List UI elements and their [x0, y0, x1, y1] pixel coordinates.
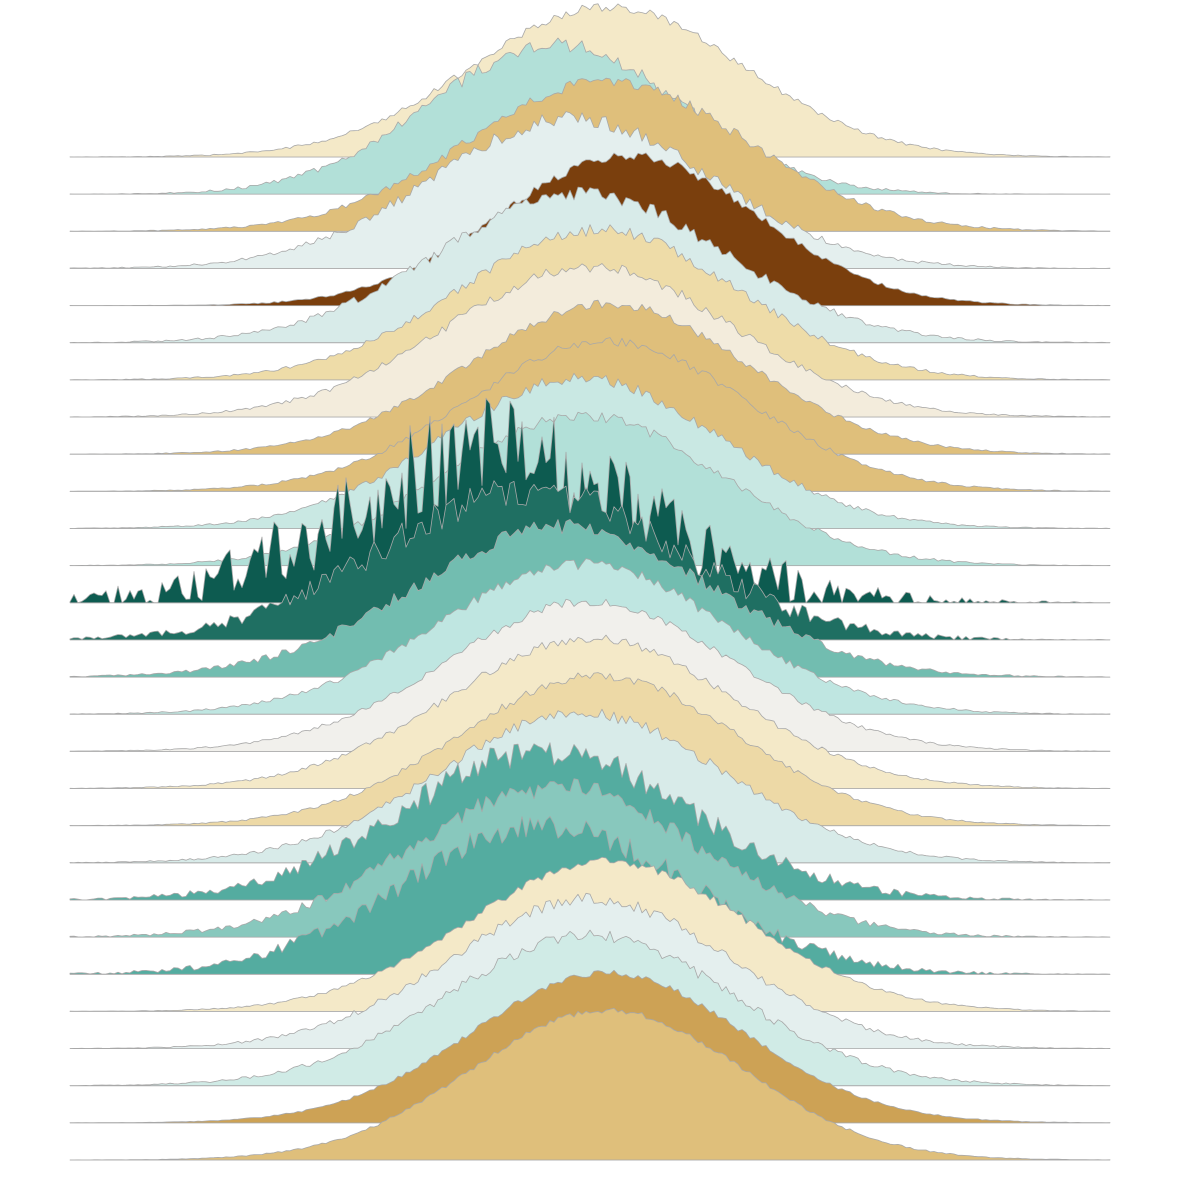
ridge-series-group	[69, 3, 1111, 1161]
ridge-area	[69, 1007, 1111, 1161]
